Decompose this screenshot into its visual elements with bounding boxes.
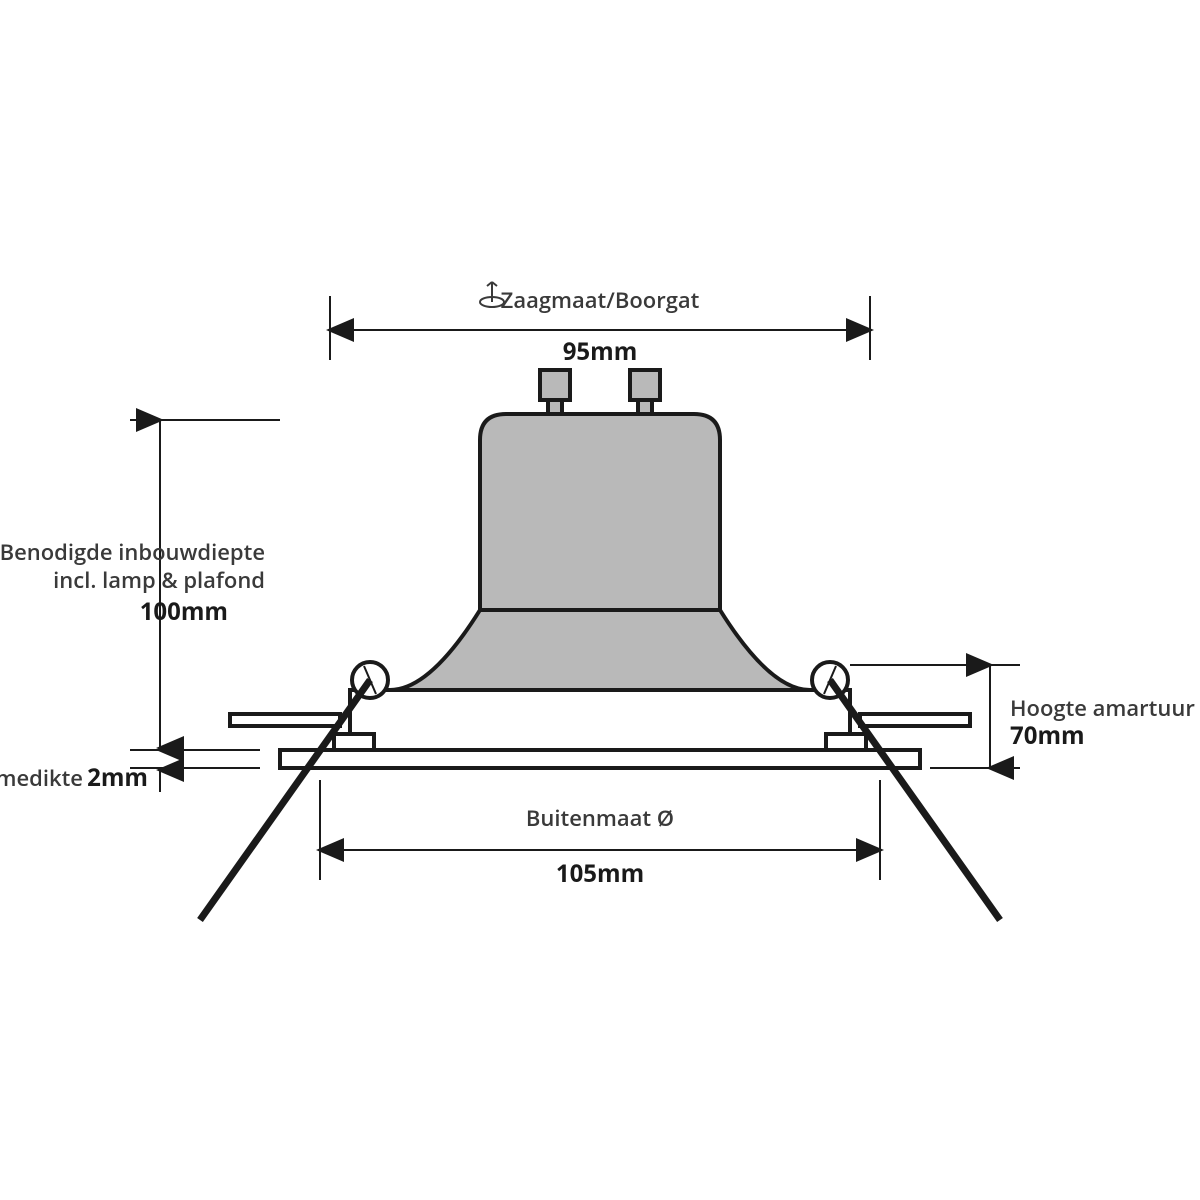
dim-cut-hole-label: Zaagmaat/Boorgat <box>501 285 700 315</box>
bulb-stub-right <box>638 400 652 414</box>
svg-text:100mm: 100mm <box>140 595 228 628</box>
mount-tab-right <box>860 714 970 726</box>
bulb-flare <box>390 610 810 690</box>
dim-outer-value: 105mm <box>556 857 644 890</box>
dim-frame-label: Framedikte <box>0 763 83 793</box>
svg-text:105mm: 105mm <box>556 857 644 890</box>
dim-height-value: 70mm <box>1010 719 1085 752</box>
dim-depth-value: 100mm <box>140 595 228 628</box>
inner-ring <box>350 690 850 750</box>
svg-text:Framedikte 2mm: Framedikte 2mm <box>0 761 148 794</box>
dim-recess-depth: Benodigde inbouwdiepte incl. lamp & plaf… <box>0 420 280 750</box>
dim-cut-hole-value: 95mm <box>563 335 638 368</box>
bulb-pin-right <box>630 370 660 400</box>
bulb-pin-left <box>540 370 570 400</box>
bulb-stub-left <box>548 400 562 414</box>
svg-text:Buitenmaat Ø: Buitenmaat Ø <box>526 803 674 833</box>
dim-outer-label: Buitenmaat Ø <box>526 803 674 833</box>
dim-frame-thickness: Framedikte 2mm <box>0 726 260 794</box>
dim-outer-size: Buitenmaat Ø 105mm <box>320 780 880 890</box>
svg-text:70mm: 70mm <box>1010 719 1085 752</box>
notch-left <box>334 734 374 750</box>
svg-text:95mm: 95mm <box>563 335 638 368</box>
bulb-body <box>480 414 720 610</box>
dim-cut-hole: Zaagmaat/Boorgat 95mm <box>330 282 870 368</box>
svg-text:Benodigde inbouwdiepte: Benodigde inbouwdiepte <box>0 537 265 567</box>
outer-frame <box>280 750 920 768</box>
dim-depth-label1: Benodigde inbouwdiepte <box>0 537 265 567</box>
mount-tab-left <box>230 714 340 726</box>
svg-text:Zaagmaat/Boorgat: Zaagmaat/Boorgat <box>501 285 700 315</box>
dim-frame-value: 2mm <box>87 761 148 794</box>
svg-text:incl. lamp & plafond: incl. lamp & plafond <box>53 565 265 595</box>
dimension-drawing: Zaagmaat/Boorgat 95mm Benodigde inbouwdi… <box>0 0 1200 1200</box>
dim-depth-label2: incl. lamp & plafond <box>53 565 265 595</box>
notch-right <box>826 734 866 750</box>
